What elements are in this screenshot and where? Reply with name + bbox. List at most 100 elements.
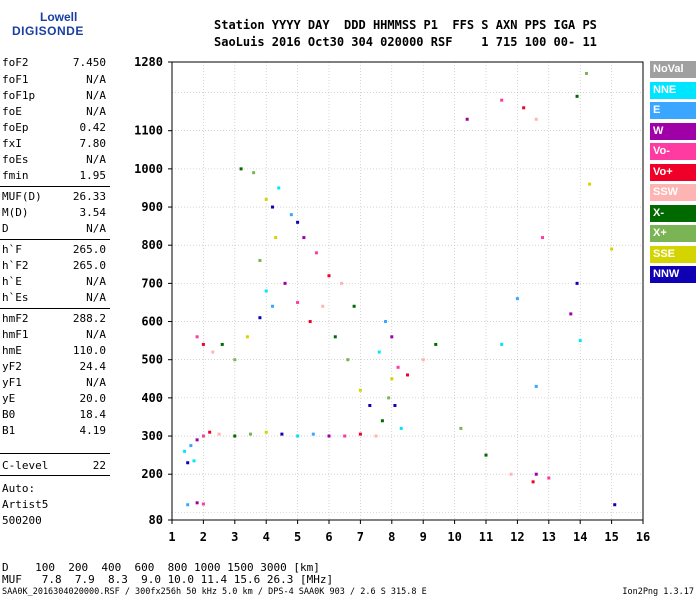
legend-item-sse: SSE: [650, 245, 696, 263]
data-point: [327, 434, 331, 438]
x-tick-label: 8: [388, 530, 395, 544]
legend-item-x-: X-: [650, 204, 696, 222]
x-tick-label: 10: [447, 530, 461, 544]
param-value: 4.19: [79, 424, 107, 437]
x-tick-label: 1: [168, 530, 175, 544]
autoscaler-name: Artist5: [2, 498, 49, 511]
data-point: [396, 365, 400, 369]
param-value: N/A: [86, 328, 106, 341]
header-labels: Station YYYY DAY DDD HHMMSS P1 FFS S AXN…: [214, 18, 597, 32]
param-row: yF2 24.4: [2, 360, 106, 376]
data-point: [333, 335, 337, 339]
data-point: [245, 335, 249, 339]
x-tick-label: 3: [231, 530, 238, 544]
param-value: 0.42: [79, 121, 107, 134]
param-name: yF2: [2, 360, 22, 373]
param-row: M(D) 3.54: [2, 206, 106, 222]
param-row: foF1p N/A: [2, 89, 106, 105]
data-point: [358, 432, 362, 436]
legend-item-noval: NoVal: [650, 61, 696, 78]
data-point: [258, 316, 262, 320]
data-point: [283, 281, 287, 285]
data-point: [484, 453, 488, 457]
param-value: N/A: [86, 153, 106, 166]
data-point: [201, 342, 205, 346]
separator-line: [0, 186, 110, 187]
data-point: [374, 434, 378, 438]
param-value: 18.4: [79, 408, 107, 421]
data-point: [613, 503, 617, 507]
param-row: yF1 N/A: [2, 376, 106, 392]
param-name: foEp: [2, 121, 29, 134]
data-point: [534, 384, 538, 388]
x-tick-label: 5: [294, 530, 301, 544]
data-point: [264, 289, 268, 293]
param-value: N/A: [86, 291, 106, 304]
param-value: 7.450: [72, 56, 106, 69]
param-value: 24.4: [79, 360, 107, 373]
y-tick-label: 200: [141, 467, 163, 481]
data-point: [274, 236, 278, 240]
legend-item-vo-: Vo-: [650, 143, 696, 160]
param-name: hmF2: [2, 312, 29, 325]
data-point: [500, 98, 504, 102]
x-tick-label: 4: [263, 530, 270, 544]
legend-item-x-: X+: [650, 225, 696, 242]
data-point: [531, 480, 535, 484]
data-point: [393, 404, 397, 407]
data-point: [541, 236, 545, 240]
param-row: h`Es N/A: [2, 291, 106, 307]
param-value: 288.2: [72, 312, 106, 325]
param-name: foF1: [2, 73, 29, 86]
param-row: foEp 0.42: [2, 121, 106, 137]
x-tick-label: 6: [325, 530, 332, 544]
logo-line1: Lowell: [40, 10, 78, 24]
param-name: yF1: [2, 376, 22, 389]
param-name: fxI: [2, 137, 22, 150]
param-name: h`F2: [2, 259, 29, 272]
data-point: [189, 444, 193, 448]
legend-item-w: W: [650, 122, 696, 140]
data-point: [201, 434, 205, 438]
param-row: hmF1 N/A: [2, 328, 106, 344]
legend-item-nnw: NNW: [650, 266, 696, 283]
param-value: N/A: [86, 73, 106, 86]
param-value: 265.0: [72, 243, 106, 256]
data-point: [358, 388, 362, 392]
data-point: [195, 438, 199, 442]
x-tick-label: 9: [420, 530, 427, 544]
y-tick-label: 1000: [134, 162, 163, 176]
y-tick-label: 300: [141, 429, 163, 443]
data-point: [289, 213, 293, 217]
data-point: [264, 197, 268, 201]
param-value: N/A: [86, 222, 106, 235]
y-tick-label: 700: [141, 276, 163, 290]
data-point: [465, 117, 469, 121]
param-row: yE 20.0: [2, 392, 106, 408]
param-row: h`F 265.0: [2, 243, 106, 259]
data-point: [296, 220, 300, 224]
data-point: [314, 251, 318, 255]
x-tick-label: 12: [510, 530, 524, 544]
legend-item-vo-: Vo+: [650, 163, 696, 181]
legend-item-ssw: SSW: [650, 184, 696, 201]
param-value: 22: [92, 459, 106, 472]
data-point: [311, 432, 315, 436]
data-point: [387, 396, 391, 400]
autoscaler-code: 500200: [2, 514, 42, 527]
param-name: hmE: [2, 344, 22, 357]
data-point: [588, 182, 592, 186]
separator-line: [0, 239, 110, 240]
data-point: [610, 247, 614, 251]
data-point: [192, 459, 196, 463]
data-point: [578, 339, 582, 343]
data-point: [195, 335, 199, 339]
data-point: [569, 312, 573, 316]
param-name: B1: [2, 424, 16, 437]
data-point: [302, 236, 306, 240]
param-name: C-level: [2, 459, 49, 472]
param-value: 3.54: [79, 206, 107, 219]
logo-line2: DIGISONDE: [12, 24, 84, 38]
param-row: hmF2 288.2: [2, 312, 106, 328]
y-tick-label: 500: [141, 353, 163, 367]
